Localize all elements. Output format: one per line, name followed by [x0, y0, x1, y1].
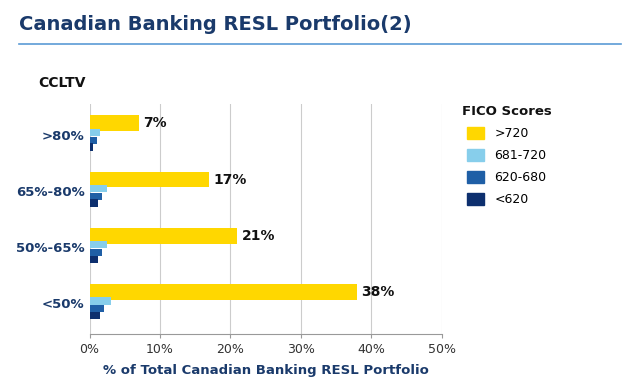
- Bar: [90, 241, 108, 248]
- Bar: [90, 228, 237, 243]
- Bar: [90, 200, 98, 207]
- Text: Canadian Banking RESL Portfolio(2): Canadian Banking RESL Portfolio(2): [19, 15, 412, 34]
- Legend: >720, 681-720, 620-680, <620: >720, 681-720, 620-680, <620: [462, 105, 552, 206]
- Text: 17%: 17%: [214, 172, 247, 187]
- Text: CCLTV: CCLTV: [38, 76, 86, 90]
- Bar: [90, 312, 100, 319]
- Bar: [90, 249, 102, 256]
- Text: 38%: 38%: [362, 285, 395, 299]
- Bar: [90, 193, 102, 200]
- Bar: [90, 305, 104, 313]
- Text: 21%: 21%: [242, 229, 275, 243]
- Bar: [90, 256, 98, 263]
- Bar: [90, 284, 357, 300]
- Bar: [90, 172, 209, 187]
- Bar: [90, 143, 93, 151]
- Bar: [90, 137, 97, 144]
- Bar: [90, 185, 108, 192]
- Bar: [90, 297, 111, 305]
- Bar: [90, 116, 139, 131]
- Text: 7%: 7%: [143, 116, 167, 130]
- Bar: [90, 129, 100, 136]
- X-axis label: % of Total Canadian Banking RESL Portfolio: % of Total Canadian Banking RESL Portfol…: [102, 364, 429, 377]
